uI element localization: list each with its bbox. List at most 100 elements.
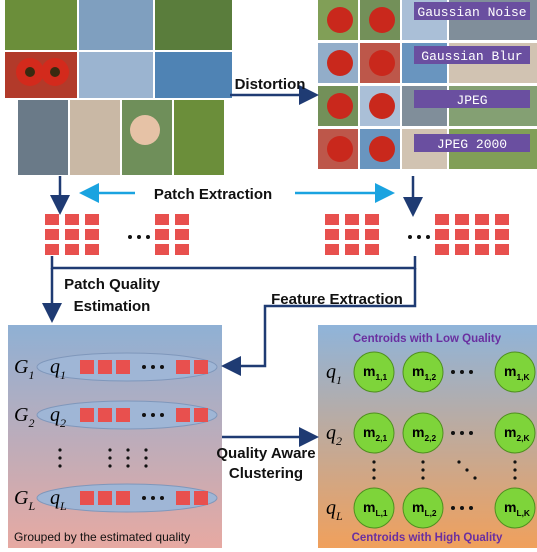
centroid-label-index: L,K — [516, 508, 530, 518]
quality-aware-clustering: Clustering — [229, 465, 303, 482]
patch — [455, 214, 469, 225]
distortion-label: JPEG 2000 — [437, 137, 507, 152]
distortion-label: JPEG — [456, 93, 487, 108]
flower-center — [25, 67, 35, 77]
patch — [155, 229, 169, 240]
centroid-label: m2,1 — [363, 424, 387, 443]
flower — [369, 50, 395, 76]
quality-label-symbol: q — [50, 404, 60, 426]
centroid-label: mL,2 — [412, 499, 437, 518]
dot — [451, 506, 455, 510]
centroid — [353, 351, 395, 393]
centroid-label-index: 2,K — [516, 433, 529, 443]
patch — [435, 244, 449, 255]
patch — [98, 491, 112, 505]
centroid-label: mL,1 — [363, 499, 388, 518]
quality-label: q2 — [326, 422, 342, 448]
quality-label-index: 2 — [336, 434, 342, 448]
centroid-label-index: 1,K — [516, 372, 529, 382]
dot — [142, 496, 146, 500]
quality-label-symbol: q — [50, 356, 60, 378]
distortion-text: Distortion — [235, 76, 306, 93]
dot — [408, 235, 412, 239]
patch — [455, 229, 469, 240]
patch — [495, 229, 509, 240]
centroid-label-symbol: m — [412, 363, 424, 379]
patch — [80, 408, 94, 422]
dot — [137, 235, 141, 239]
dot — [58, 448, 62, 452]
group-label-symbol: G — [14, 356, 29, 378]
dot — [372, 460, 376, 464]
patch — [45, 244, 59, 255]
group-label: G2 — [14, 404, 34, 430]
centroid — [402, 487, 444, 529]
dot — [126, 456, 130, 460]
quality-label-index: 1 — [60, 368, 66, 382]
centroid-label: mL,K — [504, 499, 530, 518]
photo — [79, 0, 153, 50]
quality-label-index: L — [335, 509, 343, 523]
patch — [325, 229, 339, 240]
quality-label: q2 — [50, 404, 66, 430]
centroid — [402, 412, 444, 454]
right-bottom-caption: Centroids with High Quality — [352, 532, 503, 544]
centroid — [353, 487, 395, 529]
dot — [151, 365, 155, 369]
centroid-label-symbol: m — [363, 499, 375, 515]
centroid — [494, 412, 536, 454]
patch — [80, 360, 94, 374]
patch — [175, 244, 189, 255]
connectors — [42, 85, 423, 447]
feature-extraction: Feature Extraction — [271, 291, 403, 308]
dot — [451, 431, 455, 435]
patch — [45, 214, 59, 225]
dot — [417, 235, 421, 239]
photo-collage: Gaussian Noise Gaussian Blur JPEG JPEG 2000 — [5, 0, 537, 175]
centroid — [402, 351, 444, 393]
dot — [108, 448, 112, 452]
patch — [155, 214, 169, 225]
flower — [327, 136, 353, 162]
patch — [435, 229, 449, 240]
dot — [451, 370, 455, 374]
patch — [435, 214, 449, 225]
group-label-symbol: G — [14, 404, 29, 426]
patch — [325, 214, 339, 225]
face — [130, 115, 160, 145]
photo — [155, 0, 232, 50]
patch — [325, 244, 339, 255]
patch — [475, 229, 489, 240]
dot — [58, 456, 62, 460]
quality-label-symbol: q — [326, 497, 336, 519]
distortion-label: Gaussian Noise — [417, 5, 526, 20]
patch-quality-estimation: Estimation — [74, 298, 151, 315]
dot — [421, 468, 425, 472]
dot — [513, 476, 517, 480]
centroid-label-index: L,1 — [375, 508, 387, 518]
patch — [495, 244, 509, 255]
patch — [495, 214, 509, 225]
dot — [460, 370, 464, 374]
flower — [327, 93, 353, 119]
centroid-label-symbol: m — [363, 363, 375, 379]
dot — [146, 235, 150, 239]
dot — [513, 460, 517, 464]
centroid-label-symbol: m — [504, 363, 516, 379]
patch — [365, 244, 379, 255]
patch — [116, 491, 130, 505]
flower — [327, 50, 353, 76]
dot — [144, 464, 148, 468]
patch-extraction: Patch Extraction — [154, 186, 272, 203]
centroid-label: m1,2 — [412, 363, 436, 382]
patch — [116, 360, 130, 374]
centroid — [494, 351, 536, 393]
photo — [18, 100, 68, 175]
flower — [369, 93, 395, 119]
dot — [108, 464, 112, 468]
patch — [475, 244, 489, 255]
patch — [455, 244, 469, 255]
left-caption: Grouped by the estimated quality — [14, 530, 190, 544]
patch — [365, 214, 379, 225]
